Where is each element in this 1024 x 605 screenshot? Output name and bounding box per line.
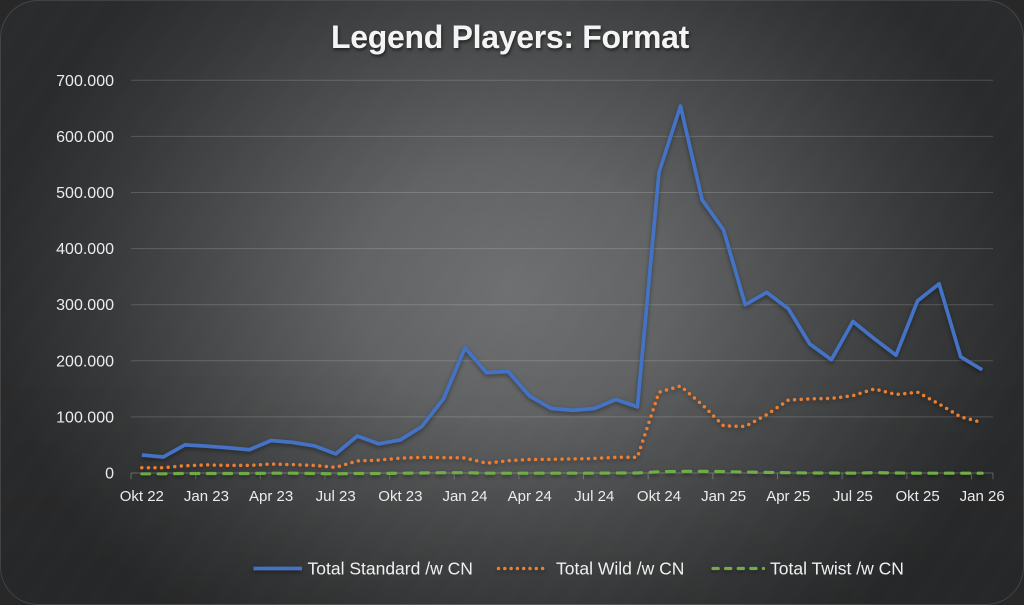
svg-text:Jan 26: Jan 26 — [960, 488, 1005, 505]
svg-text:Total Twist /w CN: Total Twist /w CN — [770, 559, 904, 579]
svg-text:Jul 23: Jul 23 — [316, 488, 356, 505]
svg-text:Apr 24: Apr 24 — [508, 488, 552, 505]
svg-text:100.000: 100.000 — [56, 409, 114, 426]
svg-text:Jan 25: Jan 25 — [701, 488, 746, 505]
svg-text:500.000: 500.000 — [56, 185, 114, 202]
svg-text:Jan 24: Jan 24 — [442, 488, 487, 505]
svg-text:700.000: 700.000 — [56, 73, 114, 90]
svg-text:Okt 25: Okt 25 — [896, 488, 940, 505]
svg-text:400.000: 400.000 — [56, 241, 114, 258]
svg-text:Apr 25: Apr 25 — [766, 488, 810, 505]
svg-text:Jul 24: Jul 24 — [574, 488, 614, 505]
svg-text:300.000: 300.000 — [56, 297, 114, 314]
svg-text:Okt 24: Okt 24 — [637, 488, 681, 505]
svg-text:0: 0 — [105, 466, 114, 483]
svg-text:Okt 23: Okt 23 — [378, 488, 422, 505]
svg-text:Okt 22: Okt 22 — [120, 488, 164, 505]
svg-text:Jul 25: Jul 25 — [833, 488, 873, 505]
svg-text:Apr 23: Apr 23 — [249, 488, 293, 505]
svg-text:Total Wild /w CN: Total Wild /w CN — [556, 559, 684, 579]
svg-text:600.000: 600.000 — [56, 129, 114, 146]
svg-text:200.000: 200.000 — [56, 353, 114, 370]
svg-text:Legend Players: Format: Legend Players: Format — [331, 19, 690, 55]
svg-text:Total Standard /w CN: Total Standard /w CN — [308, 559, 473, 579]
svg-text:Jan 23: Jan 23 — [184, 488, 229, 505]
